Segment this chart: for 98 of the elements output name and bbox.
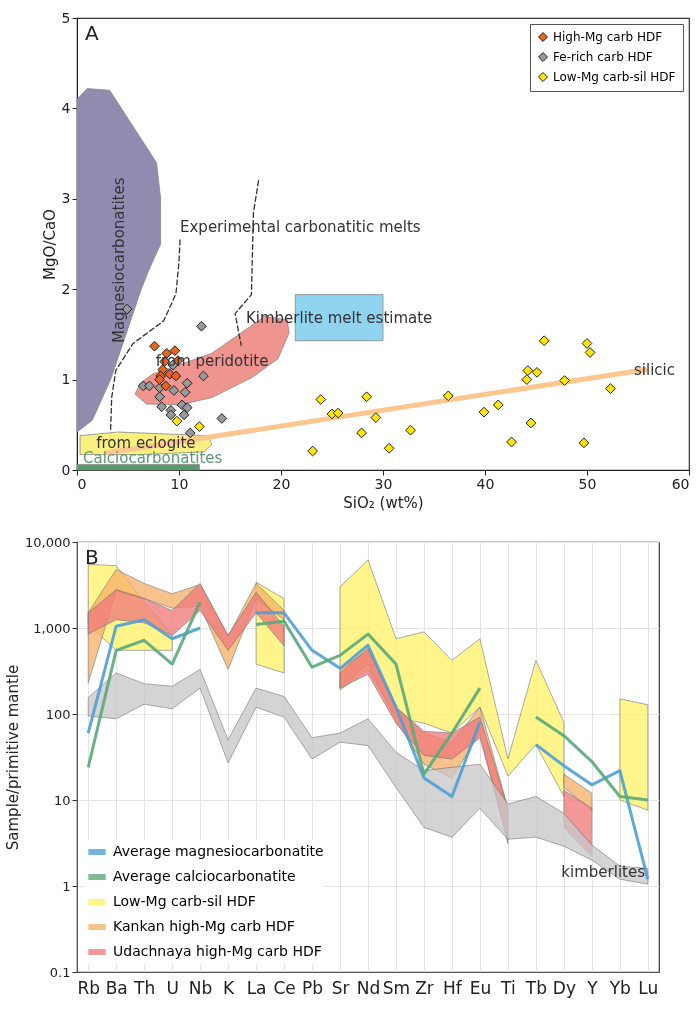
x-tick-label: K: [223, 977, 236, 998]
point: [179, 386, 191, 398]
point: [149, 340, 160, 352]
x-tick-label: 30: [374, 475, 393, 492]
series-label: Magnesiocarbonatites: [109, 177, 128, 344]
y-tick-label: 5: [61, 9, 71, 26]
x-tick-label: Eu: [469, 977, 492, 998]
point: [492, 399, 504, 411]
legend-label: Average calciocarbonatite: [113, 868, 296, 884]
point: [332, 407, 344, 419]
annotation: silicic: [634, 361, 675, 379]
x-tick-label: U: [166, 977, 179, 998]
point: [605, 383, 616, 395]
point: [531, 367, 543, 378]
x-axis-title: SiO₂ (wt%): [343, 493, 424, 512]
annotation: B: [85, 545, 99, 569]
point: [478, 406, 490, 418]
y-tick-label: 1: [62, 878, 71, 894]
y-axis-title: Sample/primitive mantle: [4, 664, 23, 851]
point: [144, 380, 155, 392]
x-tick-label: Nd: [356, 977, 381, 998]
point: [216, 413, 228, 424]
x-tick-label: Y: [586, 977, 599, 998]
point: [383, 442, 395, 454]
point: [168, 385, 180, 396]
point: [559, 375, 570, 386]
point: [522, 365, 534, 376]
x-tick-label: Sm: [382, 977, 411, 998]
point: [361, 391, 373, 403]
legend-label: Fe-rich carb HDF: [553, 50, 653, 64]
point: [578, 437, 590, 449]
x-tick-label: 10: [170, 475, 189, 492]
point: [160, 380, 172, 392]
series-label: from peridotite: [155, 351, 269, 370]
point: [170, 370, 182, 382]
annotation: kimberlites: [561, 863, 646, 881]
annotation: A: [85, 21, 99, 45]
legend-label: Low-Mg carb-sil HDF: [113, 893, 256, 909]
y-axis-title: MgO/CaO: [40, 209, 59, 280]
x-tick-label: Ba: [105, 977, 128, 998]
y-tick-label: 4: [61, 99, 71, 116]
point: [181, 402, 193, 413]
point: [370, 412, 382, 423]
point: [171, 415, 183, 427]
x-tick-label: Yb: [608, 977, 631, 998]
y-tick-label: 10: [53, 792, 71, 808]
legend-label: Low-Mg carb-sil HDF: [553, 70, 676, 84]
x-tick-label: Ti: [500, 977, 516, 998]
point: [581, 338, 593, 349]
point: [584, 347, 596, 358]
point: [154, 374, 165, 385]
legend-label: Kankan high-Mg carb HDF: [113, 918, 295, 934]
point: [442, 390, 454, 402]
point: [506, 436, 517, 448]
x-tick-label: 20: [272, 475, 291, 492]
legend-label: Average magnesiocarbonatite: [113, 843, 324, 859]
x-tick-label: Pb: [302, 977, 324, 998]
x-tick-label: Hf: [443, 977, 463, 998]
point: [198, 370, 209, 382]
point: [165, 409, 177, 421]
x-tick-label: 50: [578, 475, 597, 492]
x-tick-label: Dy: [552, 977, 576, 998]
point: [307, 445, 318, 457]
point: [194, 421, 205, 432]
y-tick-label: 100: [45, 706, 71, 722]
point: [525, 417, 537, 429]
x-tick-label: Zr: [415, 977, 434, 998]
y-tick-label: 0: [61, 461, 71, 478]
x-tick-label: Ce: [273, 977, 296, 998]
y-tick-label: 10,000: [25, 534, 71, 550]
x-tick-label: Nb: [188, 977, 213, 998]
y-tick-label: 1: [61, 371, 71, 388]
x-tick-label: Tb: [524, 977, 547, 998]
x-tick-label: 60: [671, 475, 690, 492]
x-tick-label: Rb: [77, 977, 100, 998]
x-tick-label: Sr: [331, 977, 350, 998]
point: [315, 394, 327, 405]
x-tick-label: Th: [133, 977, 156, 998]
point: [154, 391, 165, 403]
point: [156, 401, 168, 413]
legend-label: Udachnaya high-Mg carb HDF: [113, 943, 322, 959]
y-tick-label: 1,000: [33, 620, 71, 636]
x-tick-label: 40: [476, 475, 495, 492]
series-label: Experimental carbonatitic melts: [180, 218, 421, 237]
x-tick-label: La: [246, 977, 267, 998]
point: [178, 409, 190, 421]
point: [196, 320, 207, 332]
y-tick-label: 2: [61, 280, 71, 297]
point: [538, 335, 550, 347]
y-tick-label: 0.1: [49, 964, 71, 980]
point: [521, 374, 533, 385]
y-tick-label: 3: [61, 190, 71, 207]
point: [405, 424, 416, 436]
point: [356, 427, 367, 439]
legend-label: High-Mg carb HDF: [553, 30, 663, 44]
x-tick-label: Lu: [638, 977, 659, 998]
point: [181, 377, 193, 389]
x-tick-label: 0: [77, 475, 87, 492]
